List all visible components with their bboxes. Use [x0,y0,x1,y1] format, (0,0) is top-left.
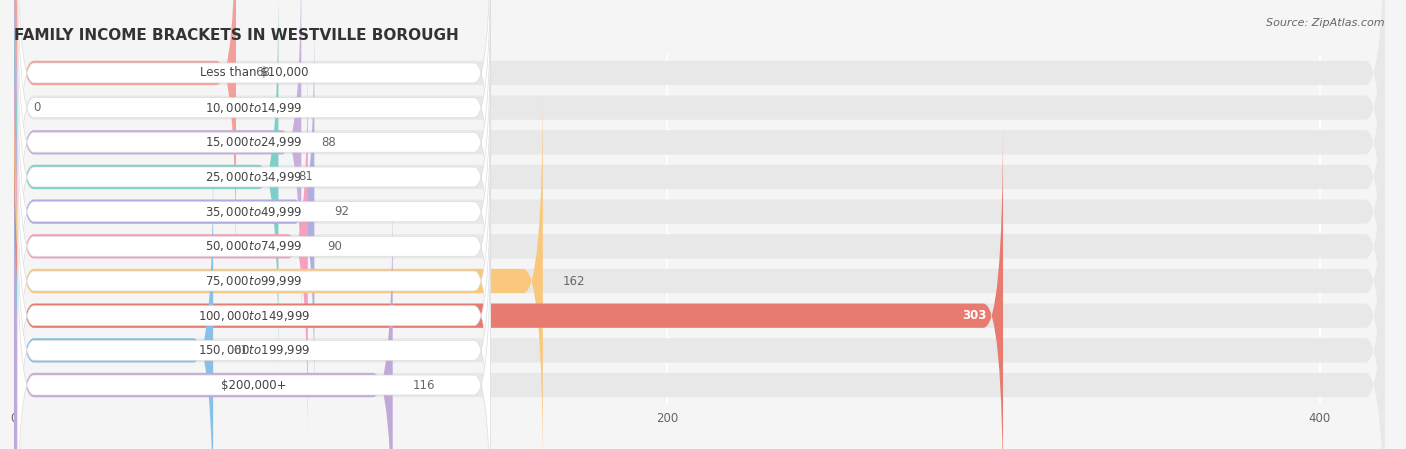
FancyBboxPatch shape [17,0,491,306]
FancyBboxPatch shape [17,48,491,375]
Text: 92: 92 [335,205,349,218]
FancyBboxPatch shape [14,0,1385,338]
FancyBboxPatch shape [14,154,1385,449]
Text: 0: 0 [34,101,41,114]
FancyBboxPatch shape [17,0,491,271]
FancyBboxPatch shape [17,187,491,449]
FancyBboxPatch shape [14,50,1385,442]
FancyBboxPatch shape [14,16,315,408]
Text: $15,000 to $24,999: $15,000 to $24,999 [205,135,302,150]
Text: $200,000+: $200,000+ [221,379,287,392]
FancyBboxPatch shape [17,152,491,449]
FancyBboxPatch shape [14,16,1385,408]
FancyBboxPatch shape [17,13,491,340]
Text: 90: 90 [328,240,342,253]
Text: $100,000 to $149,999: $100,000 to $149,999 [198,308,311,323]
Text: $50,000 to $74,999: $50,000 to $74,999 [205,239,302,253]
Text: FAMILY INCOME BRACKETS IN WESTVILLE BOROUGH: FAMILY INCOME BRACKETS IN WESTVILLE BORO… [14,28,458,43]
Text: 162: 162 [562,274,585,287]
Text: 303: 303 [962,309,987,322]
FancyBboxPatch shape [14,0,1385,269]
FancyBboxPatch shape [17,118,491,445]
FancyBboxPatch shape [17,0,491,236]
Text: $25,000 to $34,999: $25,000 to $34,999 [205,170,302,184]
FancyBboxPatch shape [17,83,491,410]
FancyBboxPatch shape [14,0,1385,304]
FancyBboxPatch shape [14,154,214,449]
FancyBboxPatch shape [14,189,1385,449]
Text: $10,000 to $14,999: $10,000 to $14,999 [205,101,302,114]
FancyBboxPatch shape [14,50,308,442]
FancyBboxPatch shape [14,0,236,269]
FancyBboxPatch shape [14,85,1385,449]
FancyBboxPatch shape [14,189,392,449]
Text: $35,000 to $49,999: $35,000 to $49,999 [205,205,302,219]
FancyBboxPatch shape [14,120,1385,449]
Text: 116: 116 [412,379,434,392]
FancyBboxPatch shape [14,0,301,338]
FancyBboxPatch shape [14,0,278,373]
Text: $150,000 to $199,999: $150,000 to $199,999 [198,343,311,357]
FancyBboxPatch shape [14,85,543,449]
FancyBboxPatch shape [17,222,491,449]
Text: $75,000 to $99,999: $75,000 to $99,999 [205,274,302,288]
FancyBboxPatch shape [14,120,1002,449]
Text: 88: 88 [321,136,336,149]
Text: 68: 68 [256,66,270,79]
Text: Source: ZipAtlas.com: Source: ZipAtlas.com [1267,18,1385,28]
Text: 61: 61 [233,344,247,357]
Text: 81: 81 [298,171,314,184]
FancyBboxPatch shape [14,0,1385,373]
Text: Less than $10,000: Less than $10,000 [200,66,308,79]
